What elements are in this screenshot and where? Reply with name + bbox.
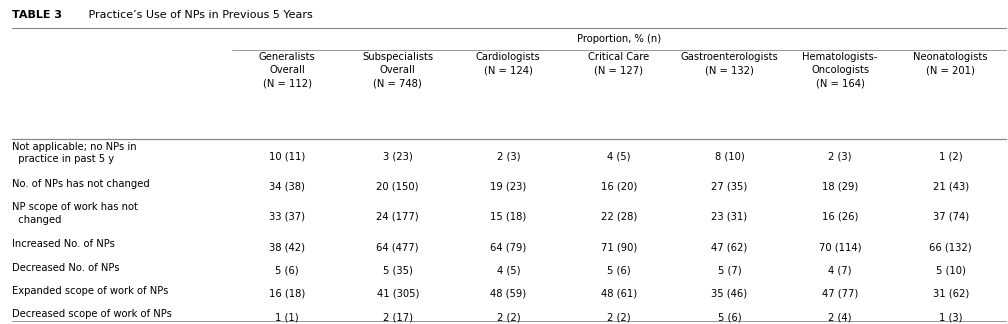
Text: 5 (6): 5 (6) [275,266,299,275]
Text: 71 (90): 71 (90) [601,242,637,252]
Text: 1 (2): 1 (2) [938,151,963,161]
Text: Cardiologists
(N = 124): Cardiologists (N = 124) [476,52,540,75]
Text: 2 (17): 2 (17) [383,312,412,322]
Text: Not applicable; no NPs in
  practice in past 5 y: Not applicable; no NPs in practice in pa… [12,142,137,164]
Text: 2 (2): 2 (2) [607,312,631,322]
Text: Hematologists-
Oncologists
(N = 164): Hematologists- Oncologists (N = 164) [802,52,878,88]
Text: 70 (114): 70 (114) [818,242,862,252]
Text: 4 (5): 4 (5) [497,266,520,275]
Text: Neonatologists
(N = 201): Neonatologists (N = 201) [913,52,988,75]
Text: 19 (23): 19 (23) [490,182,526,191]
Text: 41 (305): 41 (305) [377,289,419,299]
Text: Proportion, % (n): Proportion, % (n) [577,34,661,44]
Text: Subspecialists
Overall
(N = 748): Subspecialists Overall (N = 748) [362,52,433,88]
Text: TABLE 3: TABLE 3 [12,10,62,20]
Text: 10 (11): 10 (11) [269,151,305,161]
Text: 47 (62): 47 (62) [712,242,748,252]
Text: Gastroenterologists
(N = 132): Gastroenterologists (N = 132) [680,52,778,75]
Text: 1 (3): 1 (3) [938,312,963,322]
Text: 2 (3): 2 (3) [829,151,852,161]
Text: Generalists
Overall
(N = 112): Generalists Overall (N = 112) [259,52,316,88]
Text: NP scope of work has not
  changed: NP scope of work has not changed [12,202,138,225]
Text: 5 (6): 5 (6) [718,312,741,322]
Text: 31 (62): 31 (62) [932,289,969,299]
Text: 15 (18): 15 (18) [490,212,526,222]
Text: 1 (1): 1 (1) [275,312,299,322]
Text: Decreased scope of work of NPs: Decreased scope of work of NPs [12,309,172,319]
Text: 5 (10): 5 (10) [935,266,966,275]
Text: 18 (29): 18 (29) [822,182,858,191]
Text: 27 (35): 27 (35) [712,182,748,191]
Text: 64 (79): 64 (79) [490,242,526,252]
Text: 24 (177): 24 (177) [376,212,419,222]
Text: 33 (37): 33 (37) [269,212,305,222]
Text: 3 (23): 3 (23) [383,151,412,161]
Text: 5 (7): 5 (7) [718,266,741,275]
Text: 34 (38): 34 (38) [269,182,305,191]
Text: 22 (28): 22 (28) [601,212,637,222]
Text: 5 (6): 5 (6) [607,266,631,275]
Text: 47 (77): 47 (77) [822,289,858,299]
Text: Critical Care
(N = 127): Critical Care (N = 127) [589,52,649,75]
Text: 16 (26): 16 (26) [822,212,858,222]
Text: 48 (59): 48 (59) [490,289,526,299]
Text: 4 (7): 4 (7) [829,266,852,275]
Text: 8 (10): 8 (10) [715,151,744,161]
Text: 2 (3): 2 (3) [497,151,520,161]
Text: 66 (132): 66 (132) [929,242,972,252]
Text: 4 (5): 4 (5) [607,151,631,161]
Text: Practice’s Use of NPs in Previous 5 Years: Practice’s Use of NPs in Previous 5 Year… [85,10,312,20]
Text: Increased No. of NPs: Increased No. of NPs [12,239,115,249]
Text: 64 (477): 64 (477) [376,242,419,252]
Text: 16 (18): 16 (18) [269,289,305,299]
Text: 35 (46): 35 (46) [712,289,748,299]
Text: Expanded scope of work of NPs: Expanded scope of work of NPs [12,286,168,296]
Text: 48 (61): 48 (61) [601,289,637,299]
Text: 2 (2): 2 (2) [497,312,520,322]
Text: 37 (74): 37 (74) [932,212,969,222]
Text: 23 (31): 23 (31) [712,212,748,222]
Text: 38 (42): 38 (42) [269,242,305,252]
Text: 21 (43): 21 (43) [932,182,969,191]
Text: No. of NPs has not changed: No. of NPs has not changed [12,179,150,189]
Text: 2 (4): 2 (4) [829,312,852,322]
Text: 16 (20): 16 (20) [601,182,637,191]
Text: Decreased No. of NPs: Decreased No. of NPs [12,263,120,273]
Text: 5 (35): 5 (35) [383,266,412,275]
Text: 20 (150): 20 (150) [376,182,419,191]
